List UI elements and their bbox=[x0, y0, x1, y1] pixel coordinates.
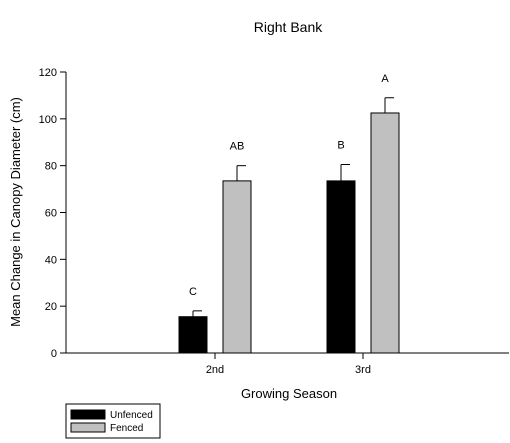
significance-label: C bbox=[189, 286, 197, 298]
bar bbox=[326, 180, 356, 354]
y-tick-label: 120 bbox=[39, 67, 57, 79]
y-axis-title: Mean Change in Canopy Diameter (cm) bbox=[8, 97, 23, 327]
y-tick-label: 20 bbox=[45, 301, 57, 313]
significance-label: B bbox=[337, 139, 344, 151]
significance-label: AB bbox=[230, 141, 245, 153]
y-tick-label: 100 bbox=[39, 114, 57, 126]
bar bbox=[222, 180, 252, 354]
y-tick-label: 80 bbox=[45, 161, 57, 173]
x-tick-label: 2nd bbox=[206, 364, 224, 376]
y-tick-label: 0 bbox=[51, 348, 57, 360]
legend: Unfenced Fenced bbox=[65, 403, 161, 439]
x-axis-title: Growing Season bbox=[241, 386, 337, 401]
bars: C AB B A bbox=[178, 73, 400, 354]
legend-swatch bbox=[70, 422, 106, 433]
legend-label: Fenced bbox=[110, 423, 143, 434]
legend-swatch bbox=[70, 409, 106, 420]
y-tick-label: 60 bbox=[45, 208, 57, 220]
y-tick-label: 40 bbox=[45, 254, 57, 266]
legend-label: Unfenced bbox=[110, 410, 153, 421]
chart-title: Right Bank bbox=[254, 19, 323, 35]
significance-label: A bbox=[381, 73, 389, 85]
axes: 0 20 40 60 80 100 120 2nd 3rd bbox=[39, 67, 509, 376]
bar bbox=[370, 112, 400, 354]
bar bbox=[178, 316, 208, 354]
x-tick-label: 3rd bbox=[355, 364, 371, 376]
